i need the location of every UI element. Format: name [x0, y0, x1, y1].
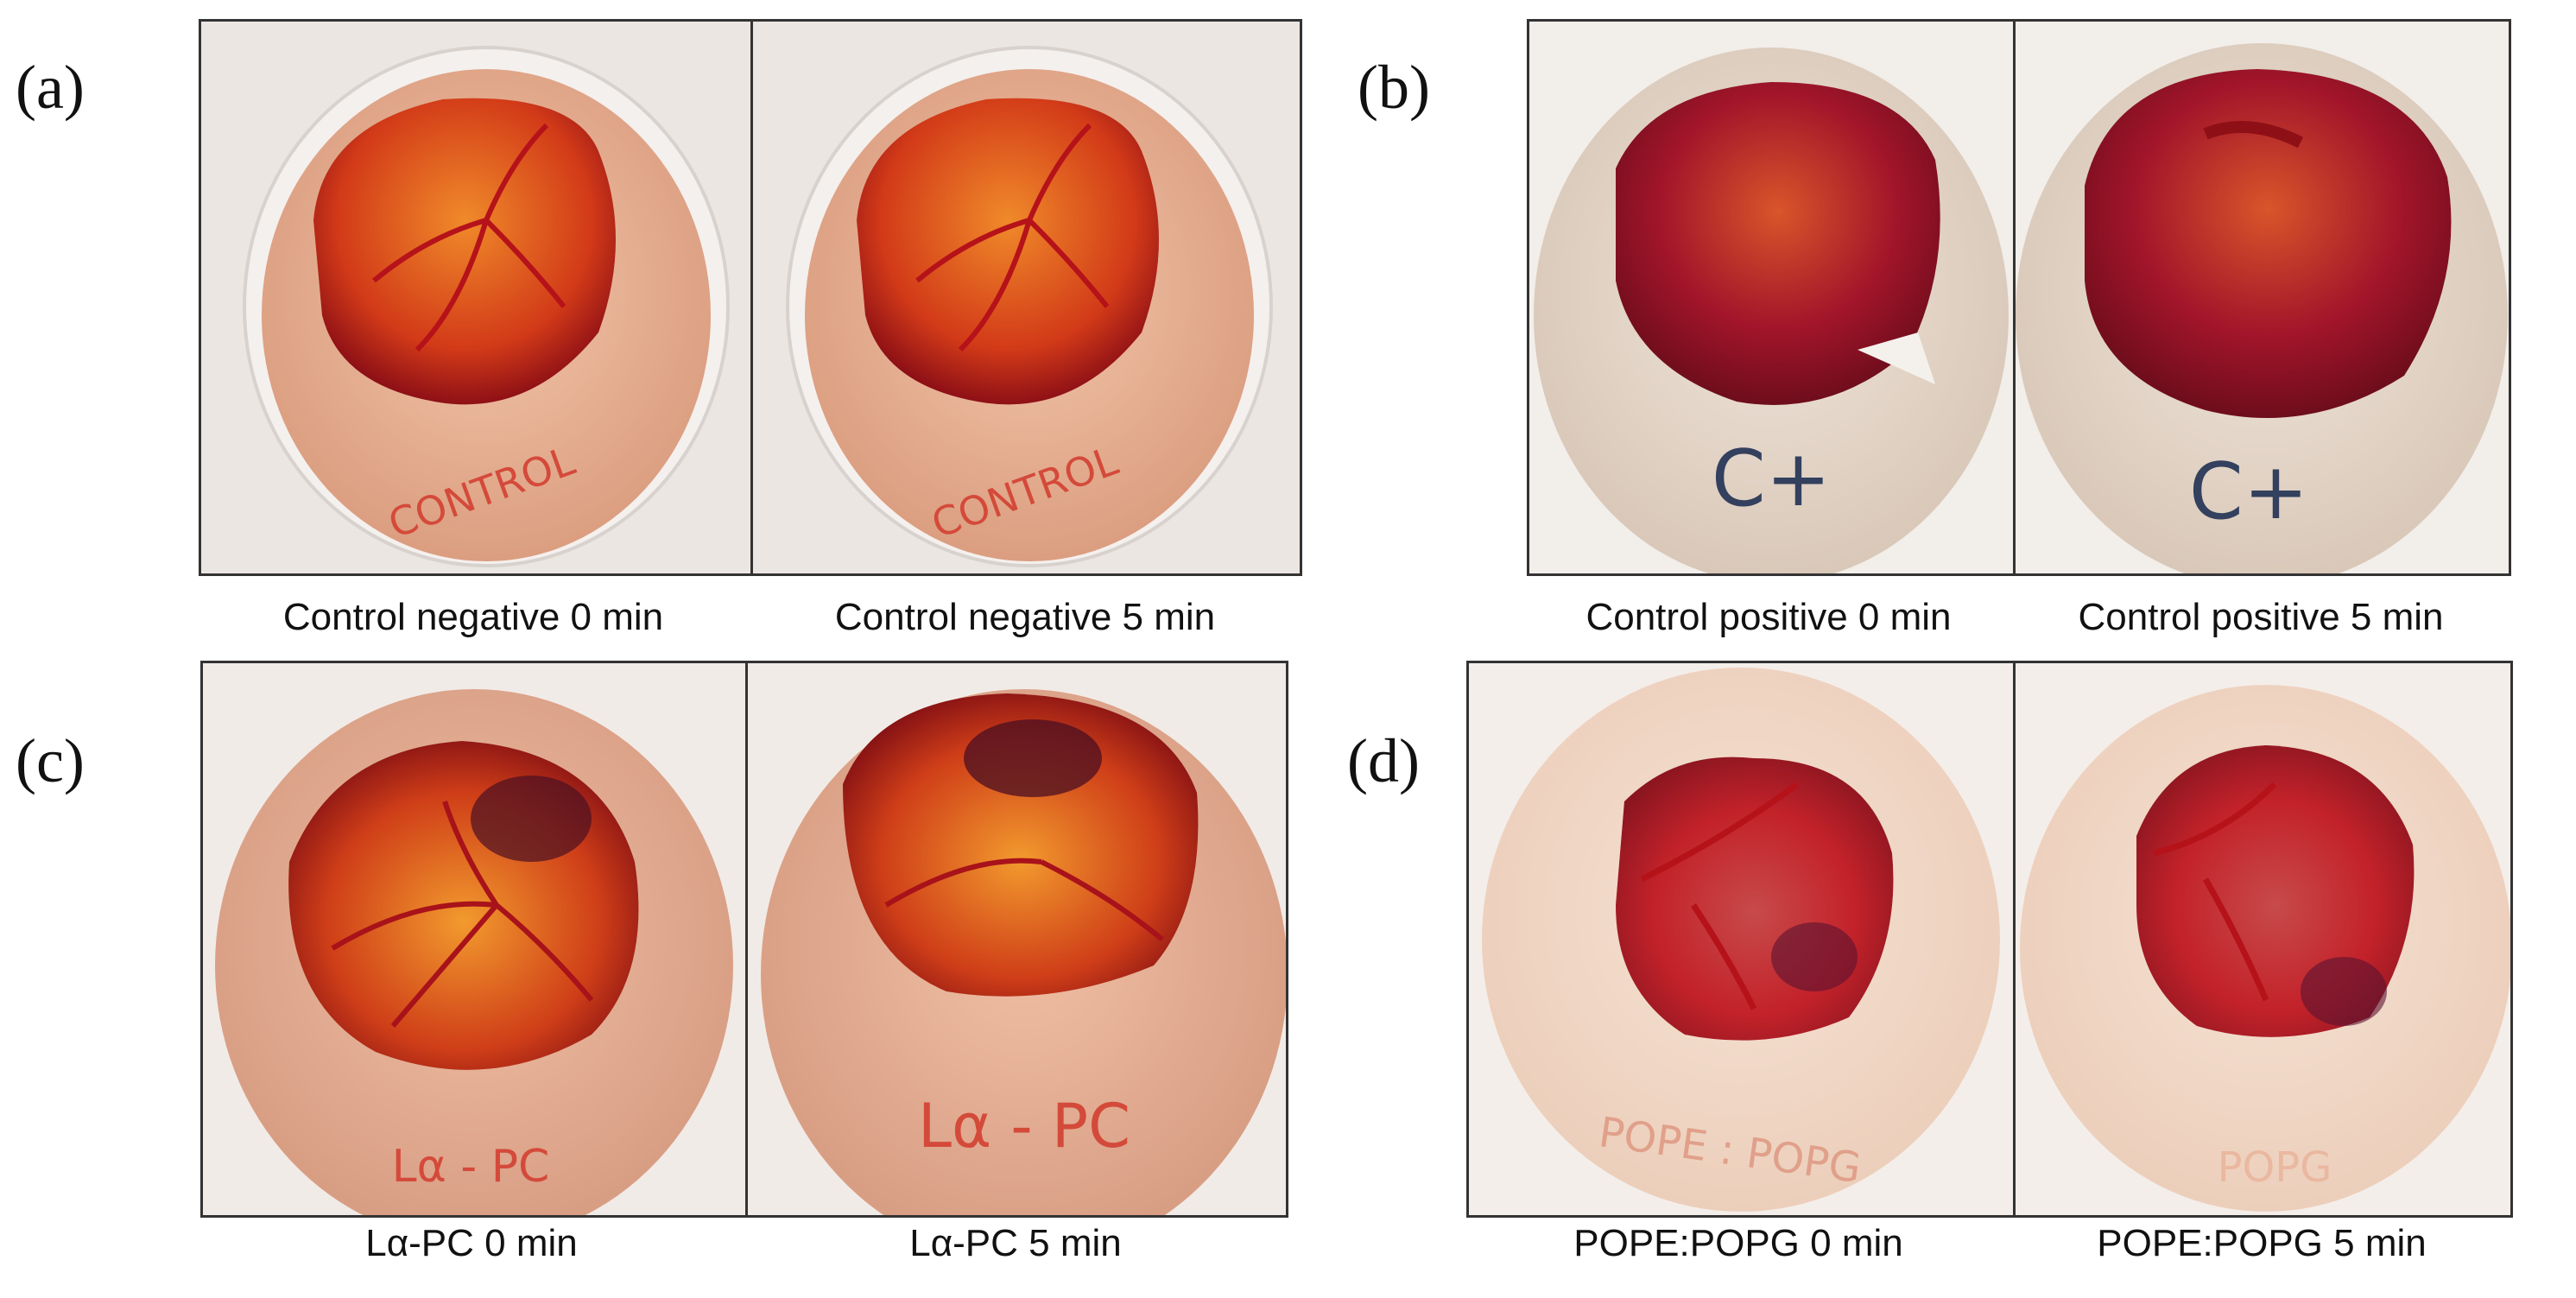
egg-photo-control-negative-0min: CONTROL — [201, 22, 750, 573]
caption-lalpha-pc-5min: Lα-PC 5 min — [909, 1222, 1122, 1264]
egg-photo-lalpha-pc-5min: Lα - PC — [748, 663, 1286, 1215]
panel-d-divider — [2013, 663, 2016, 1215]
panel-c-divider — [745, 663, 748, 1215]
caption-lalpha-pc-0min: Lα-PC 0 min — [365, 1222, 578, 1264]
panel-label-a: (a) — [16, 53, 85, 122]
egg-photo-control-positive-5min: C+ — [2016, 22, 2509, 573]
shell-writing: POPG — [2218, 1143, 2332, 1192]
panel-b-frame: C+ C+ — [1527, 19, 2511, 576]
shell-writing: C+ — [2189, 446, 2308, 537]
egg-photo-pope-popg-0min: POPE : POPG — [1469, 663, 2013, 1215]
panel-a-frame: CONTROL CONTROL — [199, 19, 1302, 576]
caption-pope-popg-5min: POPE:POPG 5 min — [2097, 1222, 2427, 1264]
panel-b-divider — [2013, 22, 2016, 573]
panel-label-b: (b) — [1358, 53, 1430, 122]
panel-a-divider — [750, 22, 753, 573]
egg-photo-control-negative-5min: CONTROL — [753, 22, 1300, 573]
caption-control-positive-5min: Control positive 5 min — [2078, 596, 2444, 638]
shell-writing: Lα - PC — [392, 1141, 550, 1193]
egg-photo-lalpha-pc-0min: Lα - PC — [203, 663, 745, 1215]
caption-control-positive-0min: Control positive 0 min — [1585, 596, 1952, 638]
panel-c-frame: Lα - PC Lα - PC — [200, 661, 1288, 1218]
caption-pope-popg-0min: POPE:POPG 0 min — [1573, 1222, 1903, 1264]
shell-writing: Lα - PC — [918, 1091, 1130, 1162]
egg-photo-control-positive-0min: C+ — [1529, 22, 2013, 573]
panel-label-c: (c) — [16, 726, 85, 795]
panel-label-d: (d) — [1347, 726, 1420, 795]
panel-d-frame: POPE : POPG POPG — [1466, 661, 2513, 1218]
egg-photo-pope-popg-5min: POPG — [2016, 663, 2510, 1215]
caption-control-negative-0min: Control negative 0 min — [282, 596, 664, 638]
caption-control-negative-5min: Control negative 5 min — [834, 596, 1216, 638]
shell-writing: C+ — [1712, 434, 1831, 524]
